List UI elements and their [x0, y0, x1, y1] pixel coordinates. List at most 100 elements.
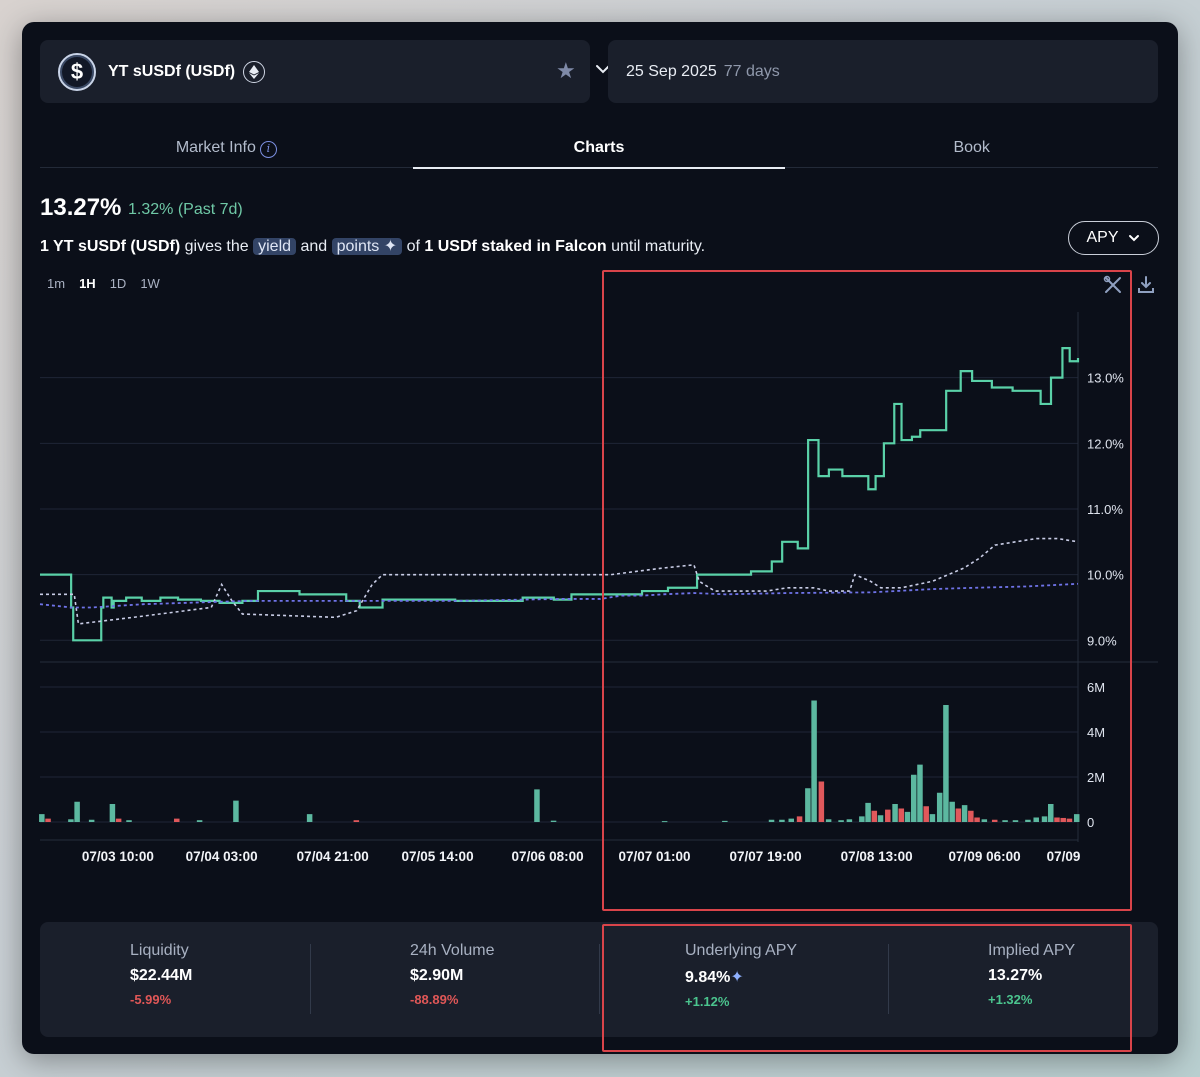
stat-value: 9.84% [685, 969, 731, 986]
apy-change-7d: 1.32% (Past 7d) [128, 201, 243, 218]
volume-y-tick: 6M [1087, 680, 1105, 695]
volume-bar [174, 818, 180, 822]
desc-asset: 1 YT sUSDf (USDf) [40, 238, 181, 255]
volume-bar [923, 806, 929, 822]
volume-bar [885, 809, 891, 822]
price-y-tick: 10.0% [1087, 568, 1124, 583]
volume-bar [1048, 804, 1054, 822]
series-implied-apy [40, 347, 1080, 642]
volume-bar [859, 816, 865, 822]
stat-value: $22.44M [130, 967, 193, 984]
interval-1m[interactable]: 1m [47, 276, 66, 291]
favorite-star-icon[interactable]: ★ [556, 58, 576, 83]
volume-bar [974, 817, 980, 822]
volume-bar [353, 820, 360, 822]
x-tick-label: 07/08 13:00 [841, 849, 913, 864]
volume-bar [109, 804, 116, 822]
x-tick-label: 07/03 10:00 [82, 849, 154, 864]
price-y-tick: 12.0% [1087, 436, 1124, 451]
stat-delta: -88.89% [410, 992, 459, 1007]
volume-bar [39, 814, 45, 822]
tab-label: Market Info [175, 139, 256, 156]
price-y-tick: 13.0% [1087, 371, 1124, 386]
yt-description: 1 YT sUSDf (USDf) gives the yield and po… [40, 236, 705, 256]
volume-bar [1002, 820, 1008, 822]
volume-bar [1066, 818, 1073, 822]
desc-text: of [402, 238, 425, 255]
tab-book[interactable]: Book [785, 128, 1158, 167]
sparkle-icon: ✦ [383, 238, 398, 255]
market-name: YT sUSDf (USDf) [108, 62, 236, 80]
volume-bar [1060, 817, 1066, 822]
market-selector[interactable]: $ YT sUSDf (USDf) ★ [40, 40, 610, 103]
chevron-down-icon[interactable] [594, 60, 612, 83]
highlight-box-chart [602, 270, 1132, 911]
volume-bar [534, 789, 540, 822]
volume-bar [910, 774, 917, 822]
expiry-date: 25 Sep 2025 [626, 62, 717, 80]
x-tick-label: 07/04 03:00 [186, 849, 258, 864]
chevron-down-icon [1128, 235, 1139, 242]
volume-bar [981, 819, 988, 822]
volume-bar [877, 815, 884, 822]
volume-bar [955, 808, 962, 822]
download-icon[interactable] [1137, 275, 1155, 300]
volume-bar [865, 802, 871, 822]
volume-bar [818, 781, 825, 822]
volume-bar [1025, 819, 1031, 822]
desc-stake: 1 USDf staked in Falcon [424, 238, 607, 255]
volume-bar [779, 819, 785, 822]
interval-selector: 1m 1H 1D 1W [47, 276, 160, 291]
volume-bar [88, 819, 95, 822]
volume-bar [1033, 817, 1039, 822]
volume-bar [898, 808, 905, 822]
series-underlying-apy [39, 582, 1079, 609]
chart-tools-icon[interactable] [1103, 275, 1123, 300]
interval-1h[interactable]: 1H [79, 276, 96, 291]
stat-delta: +1.12% [685, 994, 730, 1009]
divider [310, 944, 311, 1014]
volume-bar [550, 820, 557, 822]
info-icon[interactable]: i [259, 141, 277, 158]
volume-bar [892, 804, 898, 822]
volume-bar [968, 810, 974, 822]
stat-implied-apy: Implied APY 13.27% +1.32% [988, 942, 1075, 1007]
volume-bar [661, 821, 668, 823]
points-pill[interactable]: points ✦ [331, 238, 403, 255]
volume-bar [68, 819, 74, 822]
stat-delta: -5.99% [130, 992, 172, 1007]
apy-dropdown-label: APY [1086, 229, 1119, 246]
stat-label: Implied APY [988, 942, 1076, 959]
divider [599, 944, 600, 1014]
volume-bar [196, 820, 203, 822]
expiry-selector[interactable]: 25 Sep 2025 77 days [608, 40, 1158, 103]
stat-value: $2.90M [410, 967, 464, 984]
current-implied-apy: 13.27% [40, 194, 122, 221]
interval-1d[interactable]: 1D [109, 276, 127, 291]
yield-pill[interactable]: yield [253, 238, 297, 255]
stat-24h-volume: 24h Volume $2.90M -88.89% [410, 942, 495, 1007]
volume-bar [871, 810, 878, 822]
desc-text: and [296, 238, 332, 255]
price-y-tick: 9.0% [1087, 633, 1117, 648]
tab-label: Book [953, 139, 990, 156]
volume-bar [811, 700, 817, 822]
x-tick-label: 07/09 [1047, 849, 1081, 864]
interval-1w[interactable]: 1W [140, 276, 160, 291]
tab-market-info[interactable]: Market Info i [40, 128, 413, 167]
volume-bar [74, 801, 80, 822]
volume-y-tick: 0 [1087, 815, 1094, 830]
apy-chart[interactable]: 13.0% 12.0% 11.0% 10.0% 9.0% 6M 4M 2M 0 07/03 10:… [0, 0, 1200, 880]
apy-dropdown[interactable]: APY [1068, 221, 1159, 255]
stat-label: Liquidity [130, 942, 189, 959]
x-tick-label: 07/04 21:00 [297, 849, 369, 864]
x-tick-label: 07/07 19:00 [730, 849, 802, 864]
stat-delta: +1.32% [988, 992, 1033, 1007]
stats-bar: Liquidity $22.44M -5.99% 24h Volume $2.9… [40, 922, 1158, 1037]
volume-bar [1073, 814, 1080, 822]
volume-bar [917, 764, 923, 822]
x-tick-label: 07/06 08:00 [512, 849, 584, 864]
volume-y-tick: 4M [1087, 725, 1105, 740]
volume-bar [45, 818, 51, 822]
tab-charts[interactable]: Charts [412, 128, 786, 169]
